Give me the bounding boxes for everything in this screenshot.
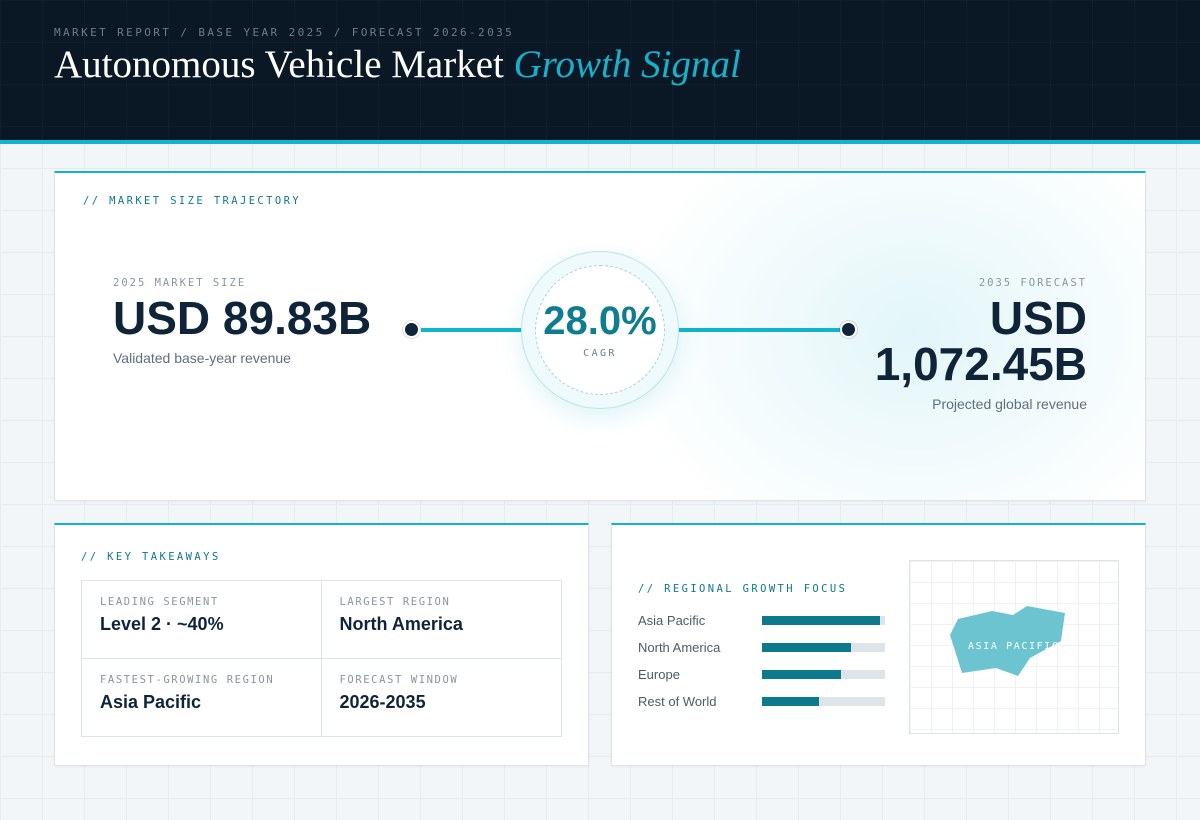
page-header: MARKET REPORT / BASE YEAR 2025 / FORECAS… [0,0,1200,144]
region-row-europe: Europe [638,666,888,693]
base-year-stat: 2025 MARKET SIZE USD 89.83B Validated ba… [113,277,371,366]
region-bar-fill [762,616,881,625]
takeaway-fastest-growing-region: FASTEST-GROWING REGION Asia Pacific [82,658,322,736]
takeaway-leading-segment: LEADING SEGMENT Level 2 · ~40% [82,581,322,659]
trajectory-end-dot [840,321,857,338]
region-name: Asia Pacific [638,613,706,628]
takeaway-label: LARGEST REGION [339,596,451,608]
cagr-badge: 28.0% CAGR [521,251,679,409]
forecast-caption: Projected global revenue [932,396,1087,412]
base-year-label: 2025 MARKET SIZE [113,277,247,289]
region-row-asia-pacific: Asia Pacific [638,612,888,639]
takeaway-value: Level 2 · ~40% [100,614,224,634]
region-bar-list: Asia Pacific North America Europe Rest o… [638,612,888,720]
map-region-label: ASIA PACIFIC [968,641,1060,652]
forecast-value-line1: USD [989,292,1087,344]
key-takeaways-card: // KEY TAKEAWAYS LEADING SEGMENT Level 2… [54,523,589,766]
section-label-regional: // REGIONAL GROWTH FOCUS [638,583,848,595]
asia-pacific-map-shape [950,606,1065,676]
region-bar-fill [762,643,851,652]
region-bar-track [762,697,885,706]
region-bar-fill [762,670,841,679]
takeaway-value: North America [339,614,463,634]
region-bar-track [762,643,885,652]
page-title-main: Autonomous Vehicle Market [54,43,504,86]
base-year-value: USD 89.83B [113,292,372,344]
region-bar-track [762,616,885,625]
breadcrumb: MARKET REPORT / BASE YEAR 2025 / FORECAS… [54,26,515,39]
region-row-rest-of-world: Rest of World [638,693,888,720]
cagr-label: CAGR [583,348,617,359]
base-year-caption: Validated base-year revenue [113,350,291,366]
trajectory-start-dot [403,321,420,338]
market-size-trajectory-card: // MARKET SIZE TRAJECTORY 2025 MARKET SI… [54,171,1146,501]
region-name: North America [638,640,721,655]
takeaway-value: 2026-2035 [339,691,426,712]
region-name: Rest of World [638,694,717,709]
forecast-label: 2035 FORECAST [978,277,1087,289]
background-glow [615,173,1145,500]
region-row-north-america: North America [638,639,888,666]
region-map: ASIA PACIFIC [909,560,1119,734]
takeaway-largest-region: LARGEST REGION North America [321,581,561,659]
forecast-stat: 2035 FORECAST USD 1,072.45B Projected glo… [875,277,1087,412]
regional-growth-card: // REGIONAL GROWTH FOCUS Asia Pacific No… [611,523,1146,766]
page-title-accent: Growth Signal [513,43,741,86]
takeaway-label: FASTEST-GROWING REGION [100,673,275,686]
forecast-value-line2: 1,072.45B [874,338,1087,390]
region-name: Europe [638,667,680,682]
takeaway-forecast-window: FORECAST WINDOW 2026-2035 [322,659,562,737]
section-label-takeaways: // KEY TAKEAWAYS [81,551,221,563]
region-bar-fill [762,697,819,706]
section-label-trajectory: // MARKET SIZE TRAJECTORY [83,195,302,207]
region-bar-track [762,670,885,679]
takeaway-label: LEADING SEGMENT [100,596,219,608]
page-title: Autonomous Vehicle Market Growth Signal [54,42,741,87]
takeaways-grid: LEADING SEGMENT Level 2 · ~40% LARGEST R… [81,580,562,737]
takeaway-label: FORECAST WINDOW [339,673,459,686]
takeaway-value: Asia Pacific [100,691,202,712]
cagr-inner-circle: 28.0% CAGR [535,265,665,395]
forecast-value: USD 1,072.45B [875,295,1087,387]
cagr-value: 28.0% [543,299,657,343]
